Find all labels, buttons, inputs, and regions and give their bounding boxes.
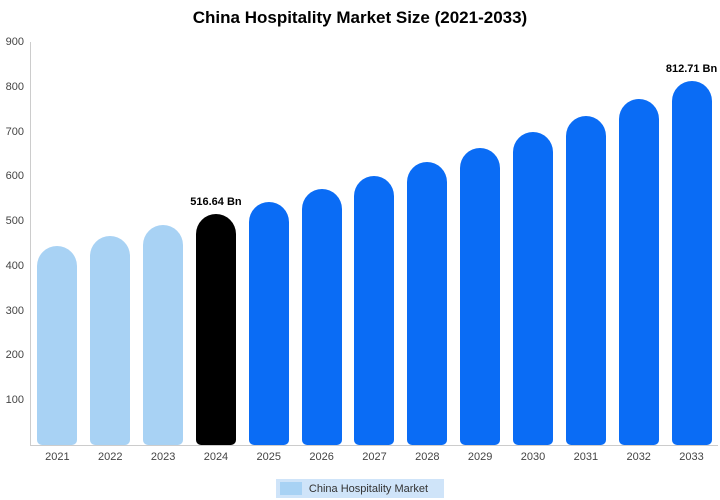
bar-2025 <box>248 201 289 445</box>
x-axis-tick-label: 2025 <box>256 451 282 463</box>
x-axis-tick-label: 2026 <box>309 451 334 463</box>
legend: China Hospitality Market <box>0 479 720 498</box>
bar-value-label: 812.71 Bn <box>665 63 718 76</box>
x-axis-tick-label: 2033 <box>679 451 704 463</box>
y-axis-tick-label: 300 <box>5 304 24 317</box>
x-axis-tick-label: 2024 <box>203 451 229 463</box>
bar-2029 <box>460 147 501 445</box>
bar-2030 <box>513 132 554 445</box>
y-axis: 900 800 700 600 500 400 300 200 100 <box>0 36 26 445</box>
bar-slot <box>84 42 137 445</box>
x-axis-tick-label: 2031 <box>573 451 599 463</box>
y-axis-tick-label: 100 <box>5 394 24 407</box>
bar-2032 <box>618 98 659 445</box>
x-axis-tick-label: 2021 <box>45 451 70 463</box>
y-axis-tick-label: 800 <box>5 80 24 93</box>
plot-area: 516.64 Bn 812.71 Bn <box>31 42 718 445</box>
x-axis-tick-label: 2030 <box>520 451 546 463</box>
y-axis-tick-label: 600 <box>5 170 24 183</box>
bar-slot <box>295 42 348 445</box>
x-axis-tick-label: 2022 <box>98 451 123 463</box>
y-axis-tick-label: 700 <box>5 125 24 138</box>
bar-2031 <box>565 115 606 445</box>
bar-2024: 516.64 Bn <box>190 196 242 445</box>
bar-slot <box>348 42 401 445</box>
x-axis-tick-label: 2029 <box>467 451 493 463</box>
bar-value-label: 516.64 Bn <box>190 195 242 208</box>
x-axis-line <box>30 445 718 446</box>
x-axis-tick-label: 2027 <box>362 451 387 463</box>
bar-slot <box>454 42 507 445</box>
y-axis-tick-label: 900 <box>5 36 24 48</box>
y-axis-tick-label: 200 <box>5 349 24 362</box>
bar-2022 <box>90 235 131 445</box>
bar-slot <box>612 42 665 445</box>
bar-slot <box>31 42 84 445</box>
bar-2033: 812.71 Bn <box>666 63 717 445</box>
x-axis-tick-label: 2023 <box>150 451 176 463</box>
bar-slot <box>507 42 560 445</box>
legend-swatch-icon <box>279 482 302 495</box>
y-axis-line <box>30 42 31 446</box>
y-axis-tick-label: 500 <box>5 215 24 228</box>
bar-slot: 812.71 Bn <box>665 42 718 445</box>
bar-2026 <box>301 189 342 445</box>
bar-2023 <box>143 225 184 445</box>
chart-title: China Hospitality Market Size (2021-2033… <box>192 8 528 27</box>
legend-item[interactable]: China Hospitality Market <box>275 479 445 498</box>
bar-2027 <box>354 175 395 445</box>
legend-label: China Hospitality Market <box>308 482 429 495</box>
y-axis-tick-label: 400 <box>5 259 24 272</box>
x-axis-tick-label: 2028 <box>415 451 440 463</box>
bar-slot <box>137 42 190 445</box>
bar-2028 <box>407 162 448 445</box>
bar-slot <box>401 42 454 445</box>
bar-slot: 516.64 Bn <box>190 42 243 445</box>
bar-slot <box>242 42 295 445</box>
x-axis: 2021 2022 2023 2024 2025 2026 2027 2028 2029 2030… <box>31 451 718 463</box>
x-axis-tick-label: 2032 <box>626 451 651 463</box>
bar-2021 <box>37 246 78 445</box>
bar-slot <box>559 42 612 445</box>
